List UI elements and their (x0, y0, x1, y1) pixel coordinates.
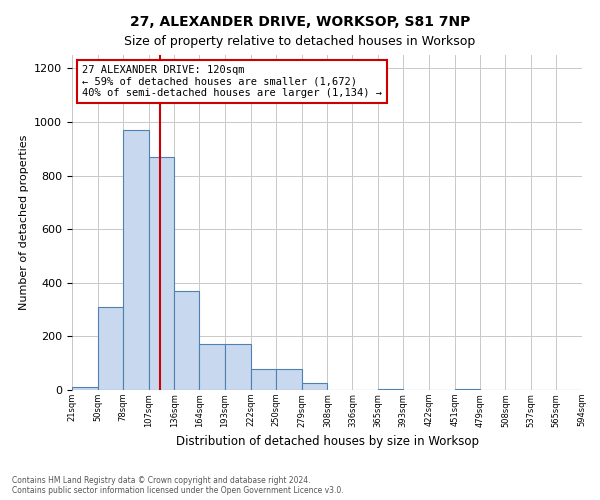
Bar (98, 307, 123, 390)
Bar (276, 368, 302, 390)
Bar (149, 157, 175, 390)
Bar (123, 130, 149, 390)
Text: Size of property relative to detached houses in Worksop: Size of property relative to detached ho… (124, 35, 476, 48)
Bar (199, 344, 225, 390)
X-axis label: Distribution of detached houses by size in Worksop: Distribution of detached houses by size … (176, 435, 479, 448)
Bar (225, 344, 251, 390)
Bar (302, 384, 328, 390)
Y-axis label: Number of detached properties: Number of detached properties (19, 135, 29, 310)
Text: 27, ALEXANDER DRIVE, WORKSOP, S81 7NP: 27, ALEXANDER DRIVE, WORKSOP, S81 7NP (130, 15, 470, 29)
Bar (251, 368, 276, 390)
Text: 27 ALEXANDER DRIVE: 120sqm
← 59% of detached houses are smaller (1,672)
40% of s: 27 ALEXANDER DRIVE: 120sqm ← 59% of deta… (82, 65, 382, 98)
Bar (72, 388, 98, 390)
Bar (455, 388, 479, 390)
Bar (378, 388, 403, 390)
Text: Contains HM Land Registry data © Crown copyright and database right 2024.
Contai: Contains HM Land Registry data © Crown c… (12, 476, 344, 495)
Bar (175, 291, 199, 390)
